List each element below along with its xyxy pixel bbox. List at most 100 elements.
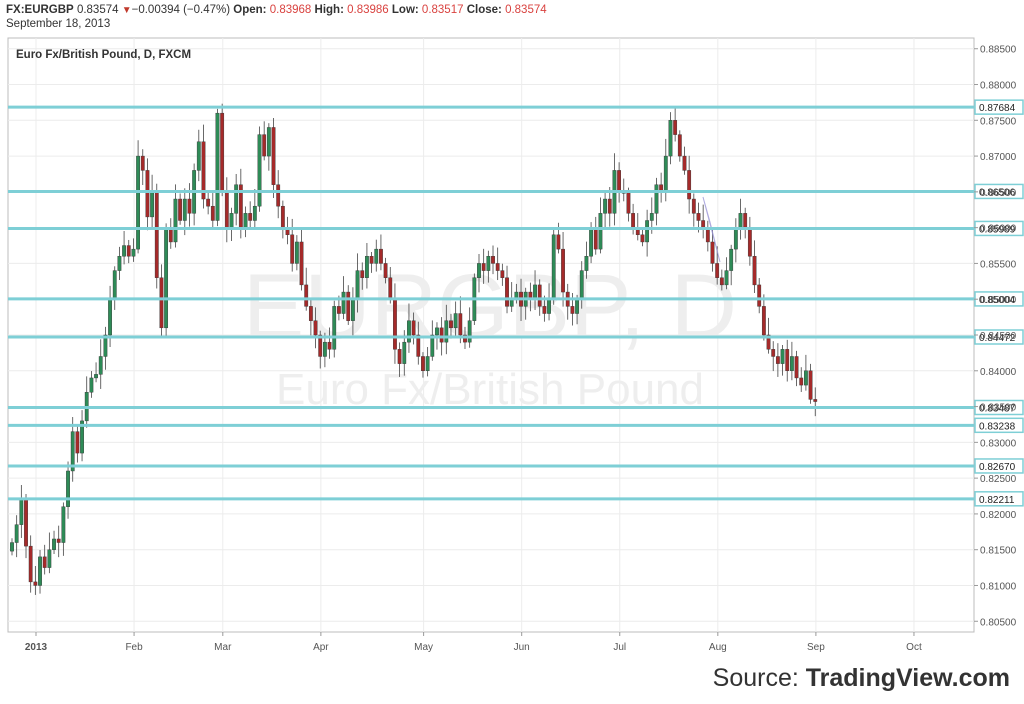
candle-body xyxy=(785,349,790,371)
candle-body xyxy=(766,334,771,350)
candle-body xyxy=(491,256,495,264)
candle-body xyxy=(252,205,257,221)
candle-body xyxy=(537,284,542,307)
level-tag xyxy=(974,417,1024,434)
x-tick-label: Jul xyxy=(613,642,626,653)
candle-body xyxy=(701,220,706,228)
y-tick-label: 0.87000 xyxy=(980,152,1017,163)
candle-body xyxy=(719,277,724,286)
x-tick-label: May xyxy=(414,642,433,653)
candle-body xyxy=(463,334,467,343)
level-tag-label: 0.83487 xyxy=(979,403,1016,414)
level-tag xyxy=(974,458,1024,474)
candle-body xyxy=(663,155,668,193)
candle-body xyxy=(743,213,748,228)
candle-body xyxy=(407,320,411,343)
candle-body xyxy=(108,299,112,336)
quote-date: September 18, 2013 xyxy=(6,18,111,30)
y-tick-label: 0.86500 xyxy=(980,188,1017,199)
candle-body xyxy=(159,277,164,329)
candle-body xyxy=(449,320,453,329)
candle-body xyxy=(280,205,285,228)
candle-body xyxy=(215,112,220,221)
y-tick-label: 0.82500 xyxy=(980,474,1017,485)
candle-body xyxy=(122,245,126,257)
candle-body xyxy=(775,356,780,364)
candle-body xyxy=(598,213,603,250)
candle-body xyxy=(481,263,486,271)
level-tag-label: 0.82211 xyxy=(979,495,1015,506)
candle-body xyxy=(780,349,785,364)
candle-body xyxy=(70,431,75,472)
candle-body xyxy=(607,198,612,214)
time-axis[interactable]: 2013 Feb Mar Apr May Jun Jul Aug Sep Oct xyxy=(25,632,922,653)
y-tick-label: 0.80500 xyxy=(980,617,1017,628)
candle-body xyxy=(220,112,225,193)
candle-body xyxy=(112,270,117,300)
candle-body xyxy=(542,306,547,314)
candle-body xyxy=(789,356,794,371)
candle-body xyxy=(38,556,42,586)
candle-body xyxy=(752,256,757,286)
candle-body xyxy=(393,299,397,350)
candle-body xyxy=(547,299,551,314)
candle-body xyxy=(617,170,622,193)
x-tick-label: Sep xyxy=(807,642,825,653)
candle-body xyxy=(145,170,150,218)
level-tag xyxy=(974,491,1024,507)
candle-body xyxy=(201,141,206,200)
candle-body xyxy=(14,524,19,543)
candle-body xyxy=(294,241,299,264)
close-label: Close: xyxy=(466,4,502,16)
source-brand: TradingView.com xyxy=(805,664,1010,692)
low-label: Low: xyxy=(391,4,419,16)
symbol: FX:EURGBP xyxy=(6,4,74,16)
candle-body xyxy=(444,320,449,343)
candle-body xyxy=(182,198,187,221)
candles xyxy=(10,103,818,595)
low-value: 0.83517 xyxy=(421,4,464,16)
high-value: 0.83986 xyxy=(347,4,389,16)
y-tick-label: 0.84500 xyxy=(980,331,1017,342)
candle-body xyxy=(257,134,262,207)
candle-body xyxy=(691,198,696,214)
y-tick-label: 0.88000 xyxy=(980,81,1017,92)
x-tick-label: Jun xyxy=(514,642,530,653)
candle-body xyxy=(341,291,346,314)
candle-body xyxy=(19,499,24,525)
support-resistance-levels[interactable]: 0.87684 0.86506 0.85989 0.85004 0.84472 0.834… xyxy=(8,99,1024,507)
y-tick-label: 0.81500 xyxy=(980,546,1017,557)
candle-body xyxy=(570,306,575,314)
candle-body xyxy=(500,270,505,278)
y-tick-label: 0.82000 xyxy=(980,510,1017,521)
watermark-symbol: EURGBP, D xyxy=(243,256,737,358)
candle-body xyxy=(687,170,692,200)
candle-body xyxy=(360,270,365,278)
candle-body xyxy=(178,198,183,221)
price-axis[interactable]: 0.80500 0.81000 0.81500 0.82000 0.82500 0.830… xyxy=(974,45,1017,629)
candle-body xyxy=(804,370,808,386)
down-arrow-icon: ▼ xyxy=(121,5,132,16)
last-price: 0.83574 xyxy=(76,4,119,16)
candle-body xyxy=(42,556,47,568)
level-tag xyxy=(974,329,1024,345)
candle-body xyxy=(682,155,687,171)
candle-body xyxy=(369,256,374,264)
candle-body xyxy=(439,327,444,343)
candle-body xyxy=(229,213,234,228)
candle-body xyxy=(154,191,159,278)
candle-body xyxy=(24,499,28,547)
y-tick-label: 0.86000 xyxy=(980,224,1017,235)
chart-title: Euro Fx/British Pound, D, FXCM xyxy=(16,49,191,61)
candle-body xyxy=(696,213,701,221)
x-tick-label: Oct xyxy=(906,642,922,653)
candle-body xyxy=(579,270,584,300)
level-tag-label: 0.84472 xyxy=(979,333,1016,344)
candle-body xyxy=(430,334,435,357)
candle-body xyxy=(374,248,379,264)
candle-body xyxy=(243,213,248,228)
candle-body xyxy=(351,299,355,321)
candle-body xyxy=(677,134,682,157)
candle-body xyxy=(645,220,650,243)
